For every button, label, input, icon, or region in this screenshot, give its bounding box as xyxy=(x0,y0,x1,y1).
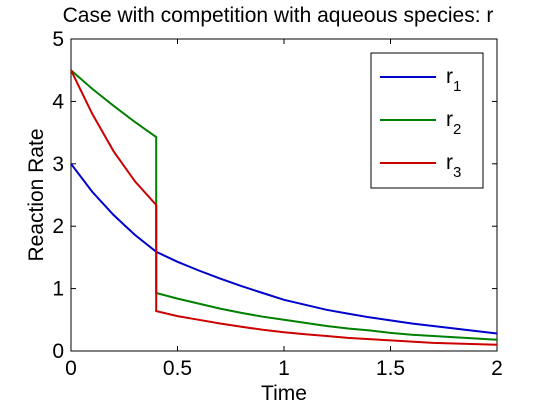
legend-label-name: r xyxy=(446,151,453,174)
x-tick-label: 1.5 xyxy=(376,357,405,380)
chart-title: Case with competition with aqueous speci… xyxy=(63,4,494,27)
y-tick-label: 2 xyxy=(52,215,64,238)
axis-ticks xyxy=(70,38,498,352)
y-tick-label: 1 xyxy=(52,278,64,301)
legend-label-r2: r2 xyxy=(446,108,461,138)
legend-label-subscript: 3 xyxy=(453,164,461,181)
x-axis-label: Time xyxy=(261,382,307,405)
legend-label-name: r xyxy=(446,108,453,131)
y-tick-label: 5 xyxy=(52,28,64,51)
series-line-r1 xyxy=(70,163,498,335)
y-tick-label: 0 xyxy=(52,340,64,363)
legend-label-r1: r1 xyxy=(446,65,461,95)
axis-tick-labels: 0 0.5 1 1.5 2 0 1 2 3 4 5 xyxy=(52,28,503,380)
x-tick-label: 0 xyxy=(65,357,77,380)
series-lines xyxy=(70,69,498,346)
y-tick-label: 3 xyxy=(52,153,64,176)
legend-label-name: r xyxy=(446,65,453,88)
y-tick-label: 4 xyxy=(52,90,64,113)
series-line-r2 xyxy=(70,69,498,341)
series-line-r3 xyxy=(70,69,498,346)
legend-label-r3: r3 xyxy=(446,151,461,181)
y-axis-label: Reaction Rate xyxy=(25,128,48,261)
x-tick-label: 0.5 xyxy=(163,357,192,380)
legend-label-subscript: 1 xyxy=(453,78,461,95)
x-tick-label: 2 xyxy=(491,357,503,380)
legend-label-subscript: 2 xyxy=(453,121,461,138)
x-tick-label: 1 xyxy=(278,357,290,380)
